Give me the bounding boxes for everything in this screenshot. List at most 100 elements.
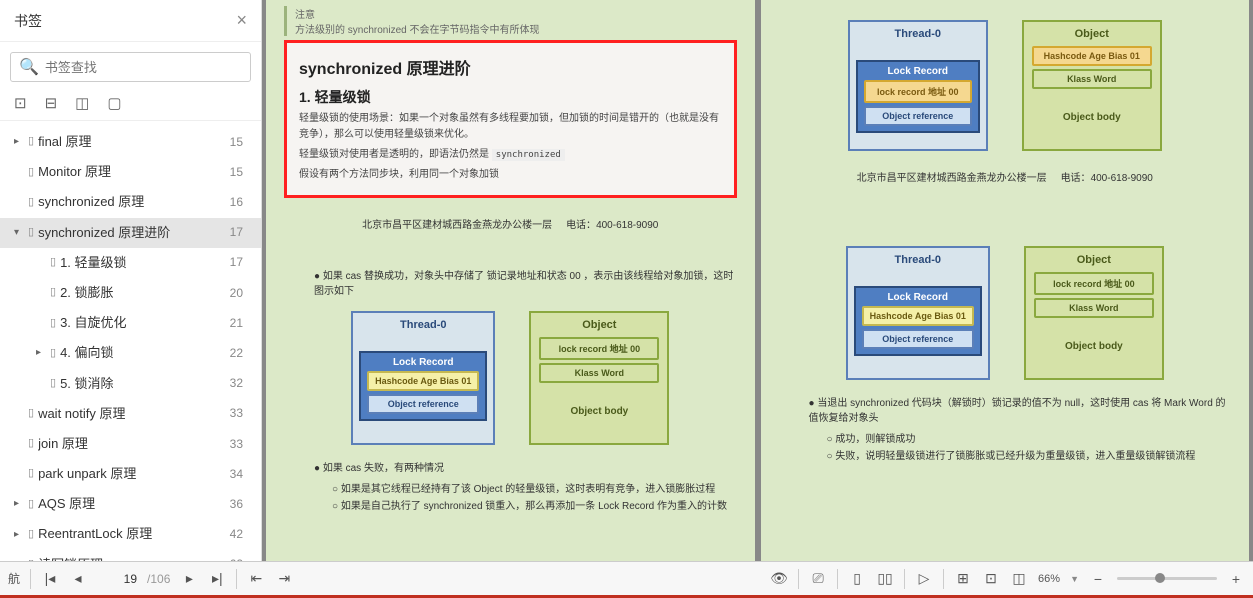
layout1-icon[interactable]: ⊞ — [954, 570, 972, 588]
chevron-icon[interactable]: ▸ — [36, 346, 46, 360]
bookmark-item-icon: ▯ — [28, 436, 34, 451]
sidebar-item[interactable]: ▸▯4. 偏向锁22 — [0, 338, 261, 368]
bookmark-item-icon: ▯ — [28, 406, 34, 421]
document-viewport[interactable]: 注意 方法级别的 synchronized 不会在字节码指令中有所体现 sync… — [262, 0, 1253, 561]
sidebar-item[interactable]: ▸▯final 原理15 — [0, 127, 261, 157]
lock-record-box: Lock Record Hashcode Age Bias 01 Object … — [854, 286, 982, 356]
footer-addr: 北京市昌平区建材城西路金燕龙办公楼一层 — [362, 220, 552, 231]
sidebar-item[interactable]: ▯join 原理33 — [0, 429, 261, 459]
zoom-in-icon[interactable]: + — [1227, 570, 1245, 588]
layout2-icon[interactable]: ⊡ — [982, 570, 1000, 588]
bookmark-page: 42 — [230, 526, 251, 543]
obj-body: Object body — [1030, 92, 1154, 143]
thread-title: Thread-0 — [854, 254, 982, 266]
two-page-icon[interactable]: ▯▯ — [876, 570, 894, 588]
bookmark-label: AQS 原理 — [38, 495, 95, 513]
sidebar-item[interactable]: ▸▯AQS 原理36 — [0, 489, 261, 519]
fit-right-icon[interactable]: ⇥ — [275, 570, 293, 588]
search-wrap: 🔍 — [0, 42, 261, 88]
sidebar-item[interactable]: ▸▯读写锁原理62 — [0, 550, 261, 561]
sidebar-item[interactable]: ▾▯synchronized 原理进阶17 — [0, 218, 261, 248]
page-right: Thread-0 Lock Record lock record 地址 00 O… — [761, 0, 1250, 561]
bullet-cas-success: ● 如果 cas 替换成功，对象头中存储了 锁记录地址和状态 00 ，表示由该线… — [314, 267, 737, 297]
bookmarks-sidebar: 书签 × 🔍 ⊡ ⊟ ◫ ▢ ▸▯final 原理15▯Monitor 原理15… — [0, 0, 262, 561]
expand-all-icon[interactable]: ⊡ — [14, 94, 27, 112]
bookmark-item-icon: ▯ — [50, 285, 56, 300]
bookmark-label: 2. 锁膨胀 — [60, 284, 113, 302]
thread-card-r2: Thread-0 Lock Record Hashcode Age Bias 0… — [846, 246, 990, 380]
nav-label: 航 — [8, 570, 20, 587]
highlighted-region: synchronized 原理进阶 1. 轻量级锁 轻量级锁的使用场景：如果一个… — [284, 40, 737, 198]
page-footer-r: 北京市昌平区建材城西路金燕龙办公楼一层 电话：400-618-9090 — [779, 169, 1232, 184]
fit-left-icon[interactable]: ⇤ — [247, 570, 265, 588]
lock-record-box: Lock Record lock record 地址 00 Object ref… — [856, 60, 980, 133]
last-page-icon[interactable]: ▸| — [208, 570, 226, 588]
single-page-icon[interactable]: ▯ — [848, 570, 866, 588]
bookmark-page: 21 — [230, 315, 251, 332]
footer-addr: 北京市昌平区建材城西路金燕龙办公楼一层 — [857, 173, 1047, 184]
page-input[interactable] — [97, 572, 137, 586]
sidebar-item[interactable]: ▯1. 轻量级锁17 — [0, 248, 261, 278]
obj-ref-slot: Object reference — [367, 394, 479, 414]
search-input[interactable] — [45, 60, 242, 75]
bookmark-item-icon: ▯ — [28, 165, 34, 180]
bookmark-label: 5. 锁消除 — [60, 375, 113, 393]
bookmark-icon[interactable]: ◫ — [75, 94, 89, 112]
close-icon[interactable]: × — [236, 10, 247, 31]
bookmark-label: wait notify 原理 — [38, 405, 125, 423]
thread-title: Thread-0 — [856, 28, 980, 40]
layout3-icon[interactable]: ◫ — [1010, 570, 1028, 588]
bookmark-item-icon: ▯ — [28, 466, 34, 481]
first-page-icon[interactable]: |◂ — [41, 570, 59, 588]
sidebar-item[interactable]: ▯ wait notify 原理 33 — [0, 399, 261, 429]
diagram-right-bottom: Thread-0 Lock Record Hashcode Age Bias 0… — [779, 246, 1232, 380]
play-icon[interactable]: ▷ — [915, 570, 933, 588]
chevron-icon[interactable]: ▸ — [14, 528, 24, 542]
bookmark-label: final 原理 — [38, 133, 91, 151]
chevron-icon[interactable]: ▾ — [14, 226, 24, 240]
zoom-out-icon[interactable]: − — [1089, 570, 1107, 588]
chevron-icon[interactable]: ▸ — [14, 135, 24, 149]
bookmark-item-icon: ▯ — [28, 195, 34, 210]
p2-text: 轻量级锁对使用者是透明的，即语法仍然是 — [299, 149, 489, 160]
next-page-icon[interactable]: ▸ — [180, 570, 198, 588]
bookmark-page: 34 — [230, 466, 251, 483]
page-total: /106 — [147, 572, 170, 586]
sidebar-item[interactable]: ▯3. 自旋优化21 — [0, 308, 261, 338]
sidebar-item[interactable]: ▯park unpark 原理34 — [0, 459, 261, 489]
zoom-slider[interactable] — [1117, 577, 1217, 580]
sidebar-item[interactable]: ▯2. 锁膨胀20 — [0, 278, 261, 308]
chevron-icon[interactable]: ▸ — [14, 497, 24, 511]
status-bar: 航 |◂ ◂ /106 ▸ ▸| ⇤ ⇥ 👁 ⎚ ▯ ▯▯ ▷ ⊞ ⊡ ◫ 66… — [0, 561, 1253, 595]
sidebar-item[interactable]: ▯5. 锁消除32 — [0, 369, 261, 399]
view-mode-icon[interactable]: 👁 — [770, 570, 788, 588]
bookmark-item-icon: ▯ — [28, 225, 34, 240]
note-block: 注意 方法级别的 synchronized 不会在字节码指令中有所体现 — [284, 6, 737, 36]
bookmark-page: 22 — [230, 345, 251, 362]
footer-tel-label: 电话： — [1061, 173, 1091, 184]
sidebar-item[interactable]: ▯synchronized 原理16 — [0, 187, 261, 217]
bookmark-label: 1. 轻量级锁 — [60, 254, 126, 272]
bookmark-page: 33 — [230, 405, 251, 422]
page-left: 注意 方法级别的 synchronized 不会在字节码指令中有所体现 sync… — [266, 0, 755, 561]
sidebar-item[interactable]: ▯Monitor 原理15 — [0, 157, 261, 187]
doc-p2: 轻量级锁对使用者是透明的，即语法仍然是 synchronized — [299, 147, 722, 163]
diagram-right-top: Thread-0 Lock Record lock record 地址 00 O… — [779, 20, 1232, 151]
zoom-dropdown-icon[interactable]: ▼ — [1070, 574, 1079, 584]
lockrec-title: Lock Record — [862, 66, 974, 77]
prev-page-icon[interactable]: ◂ — [69, 570, 87, 588]
collapse-all-icon[interactable]: ⊟ — [45, 94, 58, 112]
lockrec-title: Lock Record — [860, 292, 976, 303]
sidebar-toolbar: ⊡ ⊟ ◫ ▢ — [0, 88, 261, 121]
diagram-left: Thread-0 Lock Record Hashcode Age Bias 0… — [284, 311, 737, 445]
sidebar-item[interactable]: ▸▯ReentrantLock 原理42 — [0, 519, 261, 549]
klass-slot: Klass Word — [539, 363, 659, 383]
bookmark-list[interactable]: ▸▯final 原理15▯Monitor 原理15▯synchronized 原… — [0, 121, 261, 561]
search-box[interactable]: 🔍 — [10, 52, 251, 82]
fit-width-icon[interactable]: ⎚ — [809, 570, 827, 588]
object-title: Object — [1030, 28, 1154, 40]
bookmark-outline-icon[interactable]: ▢ — [107, 94, 121, 112]
lock-addr-slot: lock record 地址 00 — [539, 337, 659, 360]
object-title: Object — [1032, 254, 1156, 266]
bookmark-page: 15 — [230, 164, 251, 181]
